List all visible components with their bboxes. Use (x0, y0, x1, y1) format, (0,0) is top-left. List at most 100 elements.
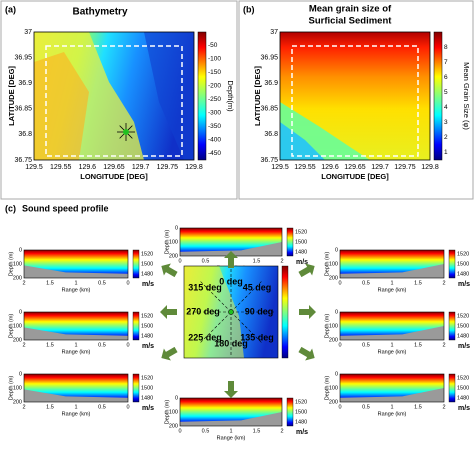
x-axis-label: Range (km) (378, 287, 407, 293)
x-tick-label: 0.5 (98, 280, 106, 286)
x-tick-label: 129.6 (321, 164, 339, 171)
x-tick-label: 0.5 (202, 428, 210, 434)
x-axis-label: LONGITUDE [DEG] (80, 172, 148, 181)
x-tick-label: 129.55 (294, 164, 316, 171)
y-tick-label: 200 (329, 337, 338, 343)
colorbar-tick-label: 4 (444, 104, 448, 111)
colorbar (286, 397, 294, 427)
colorbar (132, 311, 140, 341)
y-tick-label: 200 (169, 423, 178, 429)
colorbar-tick-label: 1480 (141, 395, 153, 401)
arrow (298, 346, 315, 361)
colorbar-tick-label: 1500 (141, 261, 153, 267)
colorbar-label: Mean Grain Size (φ) (462, 62, 471, 130)
x-tick-label: 0.5 (362, 280, 370, 286)
colorbar-tick-label: 1480 (141, 333, 153, 339)
seabed (24, 327, 128, 340)
source-marker (123, 129, 129, 135)
arrow (161, 346, 178, 361)
x-axis-label: Range (km) (378, 411, 407, 417)
axes-box (339, 249, 445, 279)
y-tick-label: 200 (13, 337, 22, 343)
colorbar-unit: m/s (458, 281, 470, 288)
colorbar-label: Depth(m) (226, 80, 235, 112)
x-axis-label: Range (km) (62, 287, 91, 293)
x-tick-label: 1.5 (46, 280, 54, 286)
arrow-shape (298, 346, 315, 361)
y-tick-label: 100 (13, 323, 22, 329)
seabed (340, 326, 444, 340)
panel-frame (0, 0, 238, 200)
panel-title: Mean grain size of (309, 4, 392, 15)
colorbar-tick-label: 1500 (457, 323, 469, 329)
x-tick-label: 129.55 (50, 164, 72, 171)
colorbar-tick-label: -200 (208, 83, 221, 90)
panel-title: Bathymetry (72, 7, 127, 18)
x-tick-label: 129.75 (394, 164, 416, 171)
x-axis-label: Range (km) (378, 349, 407, 355)
y-tick-label: 100 (13, 261, 22, 267)
y-tick-label: 36.75 (260, 157, 278, 164)
x-axis-label: Range (km) (62, 349, 91, 355)
axes-box (279, 31, 431, 161)
colorbar (433, 31, 443, 161)
x-tick-label: 0 (126, 280, 129, 286)
colorbar-tick-label: 1520 (141, 251, 153, 257)
colorbar (448, 311, 456, 341)
x-tick-label: 1.5 (414, 280, 422, 286)
colorbar-tick-label: -100 (208, 56, 221, 63)
y-tick-label: 100 (329, 385, 338, 391)
x-tick-label: 2 (22, 280, 25, 286)
y-axis-label: Depth (m) (324, 376, 330, 401)
x-tick-label: 2 (280, 428, 283, 434)
colorbar (286, 227, 294, 257)
x-tick-label: 0 (338, 404, 341, 410)
colorbar-tick-label: 1480 (457, 271, 469, 277)
x-tick-label: 129.8 (421, 164, 439, 171)
colorbar-tick-label: 1480 (295, 249, 307, 255)
colorbar (281, 265, 289, 359)
x-tick-label: 129.65 (103, 164, 125, 171)
seabed (24, 389, 128, 402)
y-axis-label: Depth (m) (324, 252, 330, 277)
colorbar-unit: m/s (296, 259, 308, 266)
y-axis-label: LATITUDE [DEG] (7, 66, 16, 126)
x-tick-label: 0.5 (98, 342, 106, 348)
y-tick-label: 0 (335, 371, 338, 377)
arrow-shape (161, 263, 178, 278)
colorbar-tick-label: -300 (208, 110, 221, 117)
x-tick-label: 1.5 (414, 342, 422, 348)
y-tick-label: 100 (169, 239, 178, 245)
direction-label: 180 deg (214, 338, 248, 348)
colorbar-tick-label: 8 (444, 44, 448, 51)
seabed (24, 265, 128, 278)
axes-box (33, 31, 195, 161)
colorbar-tick-label: 1520 (141, 313, 153, 319)
seabed (180, 412, 282, 426)
colorbar-tick-label: 1520 (457, 375, 469, 381)
direction-line (199, 311, 232, 344)
x-tick-label: 2 (442, 342, 445, 348)
x-tick-label: 2 (442, 404, 445, 410)
colorbar-tick-label: 5 (444, 89, 448, 96)
x-tick-label: 129.7 (132, 164, 150, 171)
x-tick-label: 129.5 (271, 164, 289, 171)
seabed (340, 388, 444, 402)
x-tick-label: 2 (442, 280, 445, 286)
x-tick-label: 0 (126, 404, 129, 410)
colorbar-unit: m/s (458, 405, 470, 412)
source-marker (228, 309, 234, 315)
axes-box (23, 373, 129, 403)
colorbar-tick-label: 1520 (141, 375, 153, 381)
y-tick-label: 36.9 (18, 80, 32, 87)
y-tick-label: 36.75 (14, 157, 32, 164)
y-tick-label: 36.9 (264, 80, 278, 87)
x-tick-label: 129.6 (79, 164, 97, 171)
panel-title: Sound speed profile (22, 203, 109, 213)
direction-label: 0 deg (219, 276, 243, 286)
y-axis-label: Depth (m) (8, 252, 14, 277)
x-axis-label: Range (km) (217, 435, 246, 441)
colorbar-unit: m/s (458, 343, 470, 350)
y-tick-label: 0 (335, 309, 338, 315)
study-area (45, 45, 183, 157)
